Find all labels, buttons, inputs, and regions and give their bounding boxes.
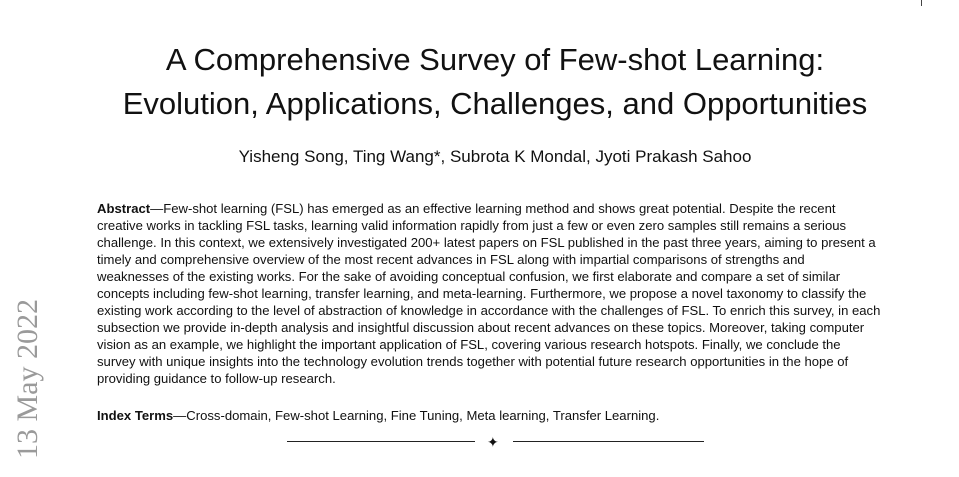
divider-diamond-icon: ✦ bbox=[487, 434, 499, 450]
abstract-line: challenge. In this context, we extensive… bbox=[97, 235, 876, 250]
abstract: Abstract—Few-shot learning (FSL) has eme… bbox=[97, 200, 927, 387]
authors: Yisheng Song, Ting Wang*, Subrota K Mond… bbox=[238, 147, 752, 166]
index-terms: Index Terms—Cross-domain, Few-shot Learn… bbox=[97, 408, 659, 423]
paper-title-line-2: Evolution, Applications, Challenges, and… bbox=[122, 86, 868, 121]
margin-mark bbox=[921, 0, 922, 6]
index-terms-text: —Cross-domain, Few-shot Learning, Fine T… bbox=[173, 408, 660, 423]
divider-left bbox=[287, 441, 475, 442]
arxiv-date-stamp: 13 May 2022 bbox=[11, 299, 44, 459]
abstract-line: weaknesses of the existing works. For th… bbox=[97, 269, 841, 284]
abstract-line: concepts including few-shot learning, tr… bbox=[97, 286, 867, 301]
paper-title-line-1: A Comprehensive Survey of Few-shot Learn… bbox=[165, 42, 825, 77]
abstract-line: creative works in tackling FSL tasks, le… bbox=[97, 218, 847, 233]
abstract-line: timely and comprehensive overview of the… bbox=[97, 252, 805, 267]
abstract-line: providing guidance to follow-up research… bbox=[97, 371, 336, 386]
divider-right bbox=[513, 441, 704, 442]
abstract-line: —Few-shot learning (FSL) has emerged as … bbox=[150, 201, 836, 216]
index-terms-label: Index Terms bbox=[97, 408, 174, 423]
abstract-line: survey with unique insights into the tec… bbox=[97, 354, 849, 369]
abstract-line: subsection we provide in-depth analysis … bbox=[97, 320, 865, 335]
abstract-line: existing work according to the level of … bbox=[97, 303, 881, 318]
abstract-line: vision as an example, we highlight the i… bbox=[97, 337, 841, 352]
abstract-label: Abstract bbox=[97, 201, 151, 216]
